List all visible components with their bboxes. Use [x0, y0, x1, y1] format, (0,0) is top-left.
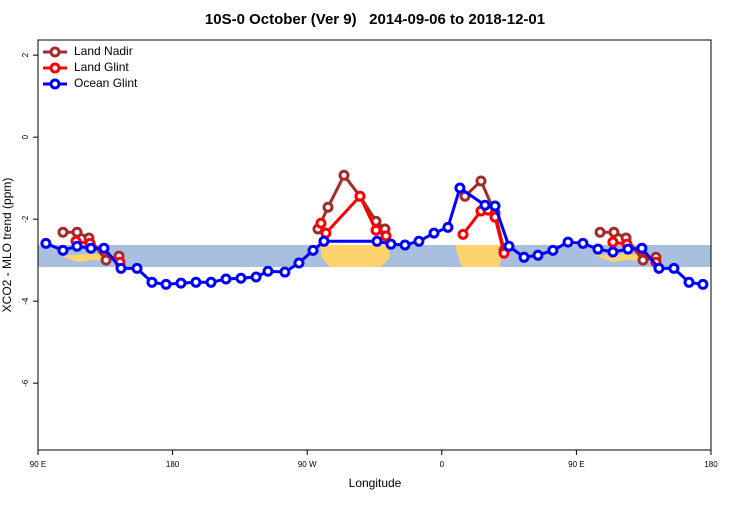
series-line — [45, 186, 704, 286]
data-point — [71, 240, 83, 252]
data-point — [637, 254, 649, 266]
data-point — [594, 226, 606, 238]
legend-label: Land Nadir — [74, 44, 133, 58]
data-point — [428, 227, 440, 239]
x-tick-label: 90 E — [568, 460, 584, 469]
data-point — [380, 230, 392, 242]
data-point — [235, 272, 247, 284]
legend-label: Ocean Glint — [74, 76, 138, 90]
y-tick-label: -6 — [21, 379, 30, 387]
chart-title: 10S-0 October (Ver 9) 2014-09-06 to 2018… — [205, 11, 545, 28]
data-point — [385, 238, 397, 250]
data-point — [354, 190, 366, 202]
data-point — [607, 246, 619, 258]
data-point — [399, 239, 411, 251]
data-point — [413, 235, 425, 247]
y-axis-label: XCO2 - MLO trend (ppm) — [0, 178, 14, 313]
data-point — [146, 276, 158, 288]
data-point — [442, 221, 454, 233]
land-shape — [320, 245, 390, 267]
data-point — [503, 240, 515, 252]
data-point — [547, 244, 559, 256]
data-point — [318, 235, 330, 247]
data-point — [371, 235, 383, 247]
data-point — [608, 226, 620, 238]
legend-marker — [49, 46, 61, 58]
data-point — [636, 242, 648, 254]
data-point — [489, 200, 501, 212]
data-point — [131, 262, 143, 274]
data-point — [457, 228, 469, 240]
data-point — [498, 247, 510, 259]
data-point — [190, 276, 202, 288]
data-point — [370, 224, 382, 236]
data-point — [160, 278, 172, 290]
data-point — [479, 199, 491, 211]
data-point — [592, 243, 604, 255]
data-point — [293, 257, 305, 269]
x-tick-label: 180 — [166, 460, 180, 469]
legend-marker — [49, 62, 61, 74]
data-point — [653, 262, 665, 274]
data-point — [98, 242, 110, 254]
data-point — [315, 217, 327, 229]
data-point — [57, 244, 69, 256]
data-point — [262, 265, 274, 277]
x-tick-label: 180 — [704, 460, 718, 469]
data-point — [454, 182, 466, 194]
data-point — [85, 242, 97, 254]
y-tick-label: 0 — [21, 134, 30, 139]
land-shape — [595, 253, 645, 262]
data-point — [71, 226, 83, 238]
data-point — [115, 262, 127, 274]
plot-frame — [37, 39, 712, 451]
data-point — [683, 276, 695, 288]
data-point — [40, 237, 52, 249]
land-shapes — [60, 245, 645, 267]
data-point — [622, 243, 634, 255]
y-tick-label: 2 — [21, 52, 30, 57]
data-point — [577, 237, 589, 249]
data-point — [57, 226, 69, 238]
y-tick-label: -4 — [21, 297, 30, 305]
data-point — [518, 251, 530, 263]
data-point — [562, 236, 574, 248]
data-point — [532, 249, 544, 261]
data-point — [322, 201, 334, 213]
data-point — [607, 236, 619, 248]
data-point — [668, 262, 680, 274]
legend-marker — [49, 78, 61, 90]
data-point — [175, 277, 187, 289]
y-tick-label: -2 — [21, 215, 30, 223]
data-point — [279, 266, 291, 278]
x-tick-label: 0 — [440, 460, 445, 469]
x-tick-label: 90 W — [298, 460, 317, 469]
data-point — [205, 276, 217, 288]
x-tick-label: 90 E — [30, 460, 46, 469]
data-point — [220, 273, 232, 285]
data-point — [338, 169, 350, 181]
data-point — [307, 244, 319, 256]
legend-label: Land Glint — [74, 60, 129, 74]
land-shape — [455, 245, 502, 267]
data-point — [697, 278, 709, 290]
data-point — [475, 175, 487, 187]
x-axis-label: Longitude — [349, 476, 402, 490]
data-point — [250, 271, 262, 283]
data-point — [100, 254, 112, 266]
land-shape — [60, 253, 110, 262]
